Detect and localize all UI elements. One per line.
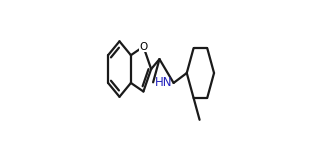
Text: HN: HN — [155, 76, 173, 89]
Text: O: O — [139, 42, 148, 52]
